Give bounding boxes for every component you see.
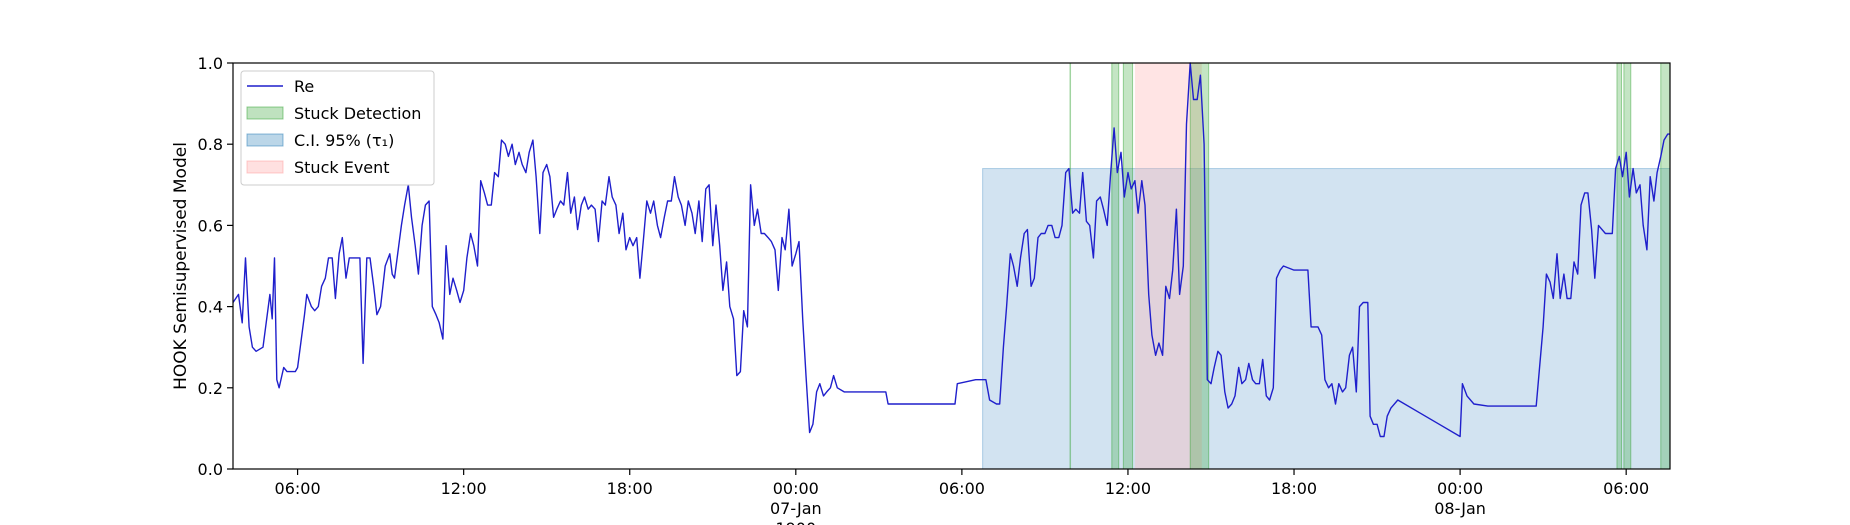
x-tick-label: 12:00 bbox=[441, 479, 487, 498]
legend-swatch-patch bbox=[246, 133, 284, 147]
legend-swatch-patch bbox=[246, 160, 284, 174]
legend-label: Stuck Detection bbox=[294, 104, 421, 123]
y-axis-title: HOOK Semisupervised Model bbox=[171, 142, 191, 390]
plot-frame bbox=[232, 62, 1671, 470]
stuck-detection-span bbox=[1623, 62, 1632, 470]
x-tick-label: 00:00 bbox=[1437, 479, 1483, 498]
y-tick-label: 0.0 bbox=[198, 460, 223, 479]
y-tick-label: 0.8 bbox=[198, 135, 223, 154]
series-layer bbox=[232, 62, 1670, 438]
stuck-detection-span bbox=[1122, 62, 1134, 470]
ci-band bbox=[982, 168, 1671, 470]
y-tick-label: 0.6 bbox=[198, 216, 223, 235]
x-tick-label: 06:00 bbox=[1603, 479, 1649, 498]
legend-label: C.I. 95% (τ₁) bbox=[294, 131, 394, 150]
x-tick-label: 18:00 bbox=[1271, 479, 1317, 498]
stuck-event-span bbox=[1134, 63, 1202, 469]
x-tick-label: 06:00 bbox=[939, 479, 985, 498]
stuck-detection-span bbox=[1111, 62, 1120, 470]
legend-label: Stuck Event bbox=[294, 158, 390, 177]
stuck-detection-span bbox=[1616, 62, 1623, 470]
y-tick-label: 0.4 bbox=[198, 298, 223, 317]
legend-swatch-patch bbox=[246, 106, 284, 120]
x-tick-label: 06:00 bbox=[275, 479, 321, 498]
y-tick-label: 1.0 bbox=[198, 54, 223, 73]
x-tick-label: 18:00 bbox=[607, 479, 653, 498]
series-line-re bbox=[232, 62, 1670, 438]
stuck-detection-span bbox=[1660, 62, 1671, 470]
x-tick-year-label: 1900 bbox=[775, 519, 816, 525]
x-tick-date-label: 07-Jan bbox=[770, 499, 822, 518]
x-tick-date-label: 08-Jan bbox=[1434, 499, 1486, 518]
legend-box bbox=[240, 70, 435, 186]
legend-label: Re bbox=[294, 77, 314, 96]
y-tick-label: 0.2 bbox=[198, 379, 223, 398]
axes: 0.00.20.40.60.81.006:00 12:00 18:00 00:0007… bbox=[171, 54, 1671, 525]
legend: Re Stuck Detection C.I. 95% (τ₁) Stuck Even… bbox=[240, 70, 435, 186]
x-tick-label: 12:00 bbox=[1105, 479, 1151, 498]
x-tick-label: 00:00 bbox=[773, 479, 819, 498]
